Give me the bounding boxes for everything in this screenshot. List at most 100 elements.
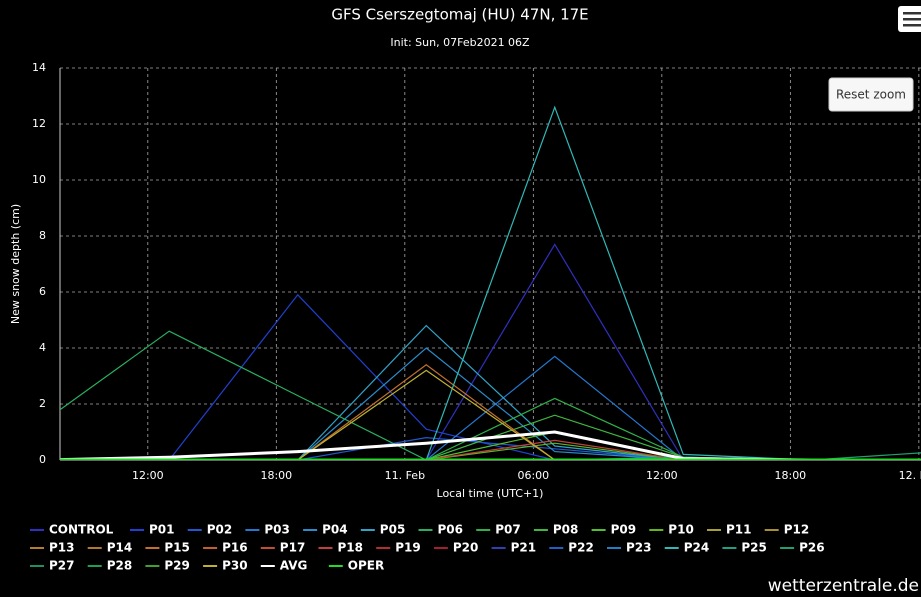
x-tick-label: 12. Feb bbox=[899, 469, 921, 482]
legend-item[interactable]: P09 bbox=[591, 523, 637, 537]
series bbox=[60, 243, 921, 460]
series bbox=[60, 347, 921, 460]
legend-label: P11 bbox=[726, 523, 752, 537]
legend-item[interactable]: P16 bbox=[203, 541, 248, 555]
legend-item[interactable]: P29 bbox=[145, 559, 190, 573]
legend-item[interactable]: P24 bbox=[664, 541, 710, 555]
credit: wetterzentrale.de bbox=[768, 576, 919, 596]
legend-item[interactable]: OPER bbox=[328, 559, 384, 573]
button-box bbox=[828, 77, 914, 112]
legend-item[interactable]: P02 bbox=[187, 523, 233, 537]
legend-item[interactable]: P06 bbox=[418, 523, 464, 537]
series bbox=[60, 431, 921, 460]
legend-label: P27 bbox=[49, 559, 75, 573]
reset-zoom-button[interactable]: Reset zoom bbox=[828, 77, 914, 112]
legend-label: CONTROL bbox=[49, 523, 114, 537]
legend-item[interactable]: P08 bbox=[533, 523, 579, 537]
legend-label: P28 bbox=[107, 559, 133, 573]
legend-label: P09 bbox=[611, 523, 637, 537]
y-tick-label: 2 bbox=[39, 397, 46, 410]
y-tick-label: 14 bbox=[32, 61, 46, 74]
legend-item[interactable]: P26 bbox=[780, 541, 825, 555]
menu-button[interactable] bbox=[898, 6, 921, 32]
legend-item[interactable]: P25 bbox=[722, 541, 767, 555]
legend-item[interactable]: AVG bbox=[260, 559, 308, 573]
legend-item[interactable]: P28 bbox=[87, 559, 133, 573]
series bbox=[60, 364, 921, 460]
x-tick-label: 06:00 bbox=[517, 469, 549, 482]
legend-item[interactable]: P01 bbox=[130, 523, 175, 537]
legend-item[interactable]: P03 bbox=[245, 523, 290, 537]
legend-label: P29 bbox=[164, 559, 190, 573]
legend-label: AVG bbox=[280, 559, 308, 573]
legend-label: P24 bbox=[684, 541, 710, 555]
legend-item[interactable]: P19 bbox=[376, 541, 421, 555]
legend-item[interactable]: P23 bbox=[607, 541, 652, 555]
legend-label: P05 bbox=[380, 523, 406, 537]
legend-label: P06 bbox=[438, 523, 464, 537]
legend-item[interactable]: P21 bbox=[491, 541, 536, 555]
legend-item[interactable]: P05 bbox=[360, 523, 406, 537]
series-line bbox=[60, 436, 921, 460]
series bbox=[60, 436, 921, 460]
series-line bbox=[60, 431, 921, 460]
series-line bbox=[60, 347, 921, 460]
legend-label: P20 bbox=[453, 541, 479, 555]
series bbox=[60, 439, 921, 460]
y-tick-label: 4 bbox=[39, 341, 46, 354]
x-axis-title: Local time (UTC+1) bbox=[437, 487, 544, 500]
series-line bbox=[60, 243, 921, 460]
series-line bbox=[60, 324, 921, 460]
legend-item[interactable]: P22 bbox=[549, 541, 594, 555]
legend-item[interactable]: P18 bbox=[318, 541, 364, 555]
legend-item[interactable]: P12 bbox=[764, 523, 810, 537]
legend-item[interactable]: P17 bbox=[260, 541, 306, 555]
series bbox=[60, 293, 921, 460]
legend-label: P02 bbox=[207, 523, 233, 537]
legend-label: P26 bbox=[799, 541, 825, 555]
legend-label: P01 bbox=[149, 523, 175, 537]
x-tick-label: 12:00 bbox=[132, 469, 164, 482]
legend-item[interactable]: CONTROL bbox=[30, 523, 114, 537]
legend-label: P17 bbox=[280, 541, 306, 555]
legend-label: P25 bbox=[741, 541, 767, 555]
series-line bbox=[60, 439, 921, 460]
legend-label: P16 bbox=[222, 541, 248, 555]
legend-label: P08 bbox=[553, 523, 579, 537]
legend-item[interactable]: P13 bbox=[30, 541, 75, 555]
legend-item[interactable]: P10 bbox=[649, 523, 694, 537]
series bbox=[60, 355, 921, 460]
legend-item[interactable]: P20 bbox=[433, 541, 479, 555]
legend-label: P12 bbox=[784, 523, 810, 537]
legend-item[interactable]: P14 bbox=[87, 541, 133, 555]
legend-label: P04 bbox=[322, 523, 348, 537]
series-line bbox=[60, 330, 921, 460]
series-line bbox=[60, 364, 921, 460]
chart-title: GFS Cserszegtomaj (HU) 47N, 17E bbox=[331, 6, 588, 24]
legend-label: P23 bbox=[626, 541, 652, 555]
y-tick-label: 12 bbox=[32, 117, 46, 130]
legend-item[interactable]: P04 bbox=[303, 523, 348, 537]
legend-label: P03 bbox=[264, 523, 290, 537]
legend-label: P21 bbox=[511, 541, 536, 555]
y-tick-label: 10 bbox=[32, 173, 46, 186]
y-axis-title: New snow depth (cm) bbox=[9, 204, 22, 324]
x-tick-label: 11. Feb bbox=[385, 469, 425, 482]
legend-item[interactable]: P30 bbox=[203, 559, 248, 573]
legend-item[interactable]: P07 bbox=[476, 523, 521, 537]
y-tick-label: 0 bbox=[39, 453, 46, 466]
legend-label: OPER bbox=[348, 559, 384, 573]
legend-label: P15 bbox=[164, 541, 190, 555]
legend-label: P07 bbox=[495, 523, 521, 537]
series bbox=[60, 330, 921, 460]
legend-label: P10 bbox=[668, 523, 694, 537]
legend-item[interactable]: P11 bbox=[707, 523, 752, 537]
y-tick-label: 6 bbox=[39, 285, 46, 298]
legend-item[interactable]: P27 bbox=[30, 559, 75, 573]
series-line bbox=[60, 293, 921, 460]
legend-label: P18 bbox=[338, 541, 364, 555]
legend-item[interactable]: P15 bbox=[145, 541, 190, 555]
